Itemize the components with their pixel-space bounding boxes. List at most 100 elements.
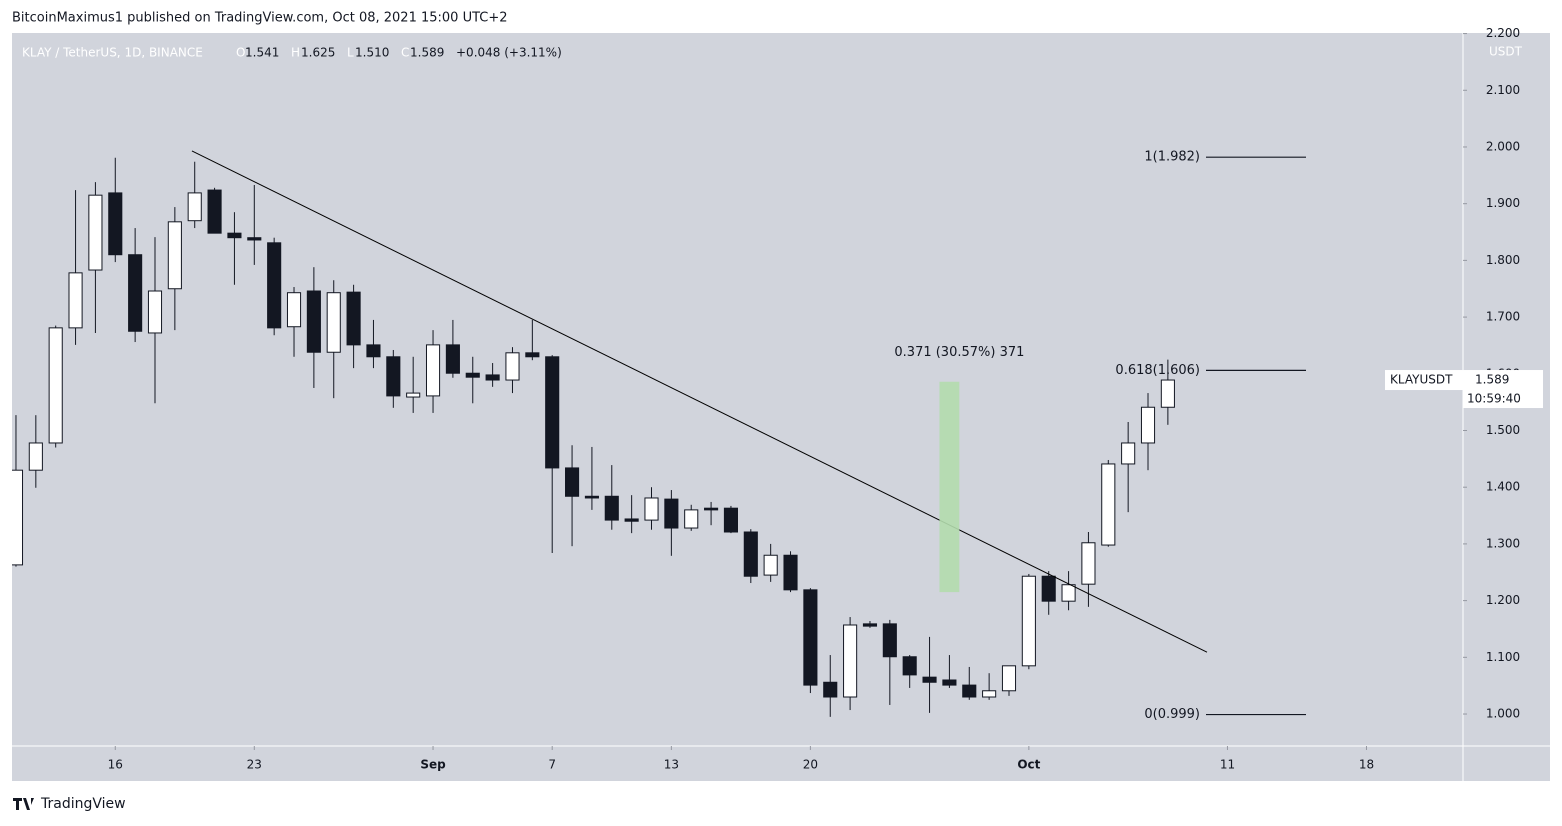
- y-tick-label: 2.200: [1486, 26, 1520, 40]
- candle-body: [88, 194, 103, 271]
- candle-body: [604, 495, 619, 521]
- candle-body: [743, 531, 758, 577]
- y-tick-label: 1.900: [1486, 196, 1520, 210]
- candle-body: [1121, 442, 1136, 465]
- legend-label: C: [401, 46, 409, 60]
- candle-body: [862, 623, 878, 627]
- candle-body: [962, 684, 977, 698]
- candle-body: [12, 469, 24, 566]
- candle-body: [386, 356, 401, 397]
- candle-body: [48, 327, 63, 444]
- candle-body: [187, 192, 202, 222]
- candle-body: [803, 589, 818, 686]
- x-tick-label: 11: [1220, 758, 1235, 772]
- brand: TradingView: [13, 796, 126, 812]
- fib-level-label: 1(1.982): [1144, 150, 1200, 165]
- candle-body: [1021, 575, 1036, 667]
- candle-body: [882, 623, 897, 658]
- candle-body: [1160, 379, 1175, 408]
- x-tick-label: 7: [548, 758, 556, 772]
- trendline: [191, 150, 1208, 653]
- brand-logo: [13, 798, 34, 810]
- brand-name: TradingView: [40, 796, 126, 812]
- candle-body: [267, 242, 282, 329]
- candle-body: [982, 690, 997, 698]
- legend-value: 1.625: [301, 46, 335, 60]
- candle-body: [326, 292, 341, 353]
- candle-body: [565, 467, 580, 497]
- y-tick-label: 1.000: [1486, 707, 1520, 721]
- candle-body: [1041, 575, 1056, 602]
- candle-body: [1061, 584, 1076, 602]
- candle-body: [763, 554, 778, 576]
- x-tick-label: 13: [664, 758, 679, 772]
- candle-body: [843, 624, 858, 698]
- legend: KLAY / TetherUS, 1D, BINANCE O 1.541 H 1…: [22, 46, 562, 60]
- x-tick-label: Oct: [1017, 758, 1040, 772]
- x-tick-label: Sep: [420, 758, 446, 772]
- candle-body: [922, 676, 937, 683]
- candle-body: [247, 237, 262, 241]
- measure-label: 0.371 (30.57%) 371: [894, 345, 1024, 360]
- candle-body: [227, 232, 242, 239]
- publisher-line: BitcoinMaximus1 published on TradingView…: [12, 11, 508, 26]
- candle-body: [68, 272, 83, 329]
- candle-body: [207, 189, 222, 234]
- legend-value: 1.541: [245, 46, 279, 60]
- y-tick-label: 1.300: [1486, 536, 1520, 550]
- candle-body: [525, 352, 540, 358]
- candle-body: [545, 356, 560, 469]
- candle-body: [942, 679, 957, 686]
- candle-body: [584, 495, 599, 499]
- legend-label: O: [236, 46, 245, 60]
- y-tick-label: 1.200: [1486, 593, 1520, 607]
- price-tag-box: [1463, 370, 1543, 409]
- candle-body: [723, 507, 739, 533]
- chart-background: [12, 33, 1550, 781]
- legend-value: 1.510: [355, 46, 389, 60]
- candle-body: [1081, 542, 1096, 585]
- x-tick-label: 18: [1359, 758, 1374, 772]
- legend-label: L: [347, 46, 354, 60]
- y-tick-label: 1.100: [1486, 650, 1520, 664]
- x-tick-label: 16: [108, 758, 123, 772]
- candle-body: [1001, 665, 1017, 692]
- y-tick-label: 1.700: [1486, 310, 1520, 324]
- candle-body: [406, 392, 421, 398]
- candle-body: [108, 192, 123, 256]
- price-tag-symbol: KLAYUSDT: [1390, 373, 1453, 387]
- legend-value: 1.589: [410, 46, 444, 60]
- candle-body: [902, 656, 917, 676]
- x-tick-label: 23: [247, 758, 262, 772]
- candle-body: [346, 291, 361, 346]
- candle-body: [306, 290, 321, 353]
- y-tick-label: 1.400: [1486, 480, 1520, 494]
- x-tick-label: 20: [803, 758, 818, 772]
- candle-body: [505, 352, 520, 381]
- candle-body: [644, 497, 659, 521]
- y-tick-label: 1.800: [1486, 253, 1520, 267]
- plot-area: [12, 150, 1208, 717]
- candle-body: [28, 442, 43, 471]
- legend-symbol: KLAY / TetherUS, 1D, BINANCE: [22, 46, 203, 60]
- candle-body: [624, 518, 639, 522]
- y-tick-label: 1.500: [1486, 423, 1520, 437]
- measure-range: [939, 381, 960, 593]
- price-tag-price: 1.589: [1475, 373, 1509, 387]
- candle-body: [425, 344, 441, 397]
- y-tick-label: 2.000: [1486, 139, 1520, 153]
- candle-body: [128, 254, 143, 332]
- candle-body: [147, 290, 163, 334]
- candle-body: [366, 344, 381, 358]
- candle-body: [783, 554, 798, 591]
- candle-body: [1140, 406, 1156, 444]
- candle-body: [445, 344, 460, 374]
- candle-body: [485, 374, 500, 381]
- candle-body: [684, 509, 699, 529]
- fib-level-label: 0(0.999): [1144, 707, 1200, 722]
- candle-body: [167, 221, 182, 290]
- candle-body: [286, 292, 302, 328]
- fib-level-label: 0.618(1.606): [1115, 363, 1200, 378]
- legend-change: +0.048 (+3.11%): [456, 46, 562, 60]
- y-axis-title: USDT: [1489, 45, 1523, 59]
